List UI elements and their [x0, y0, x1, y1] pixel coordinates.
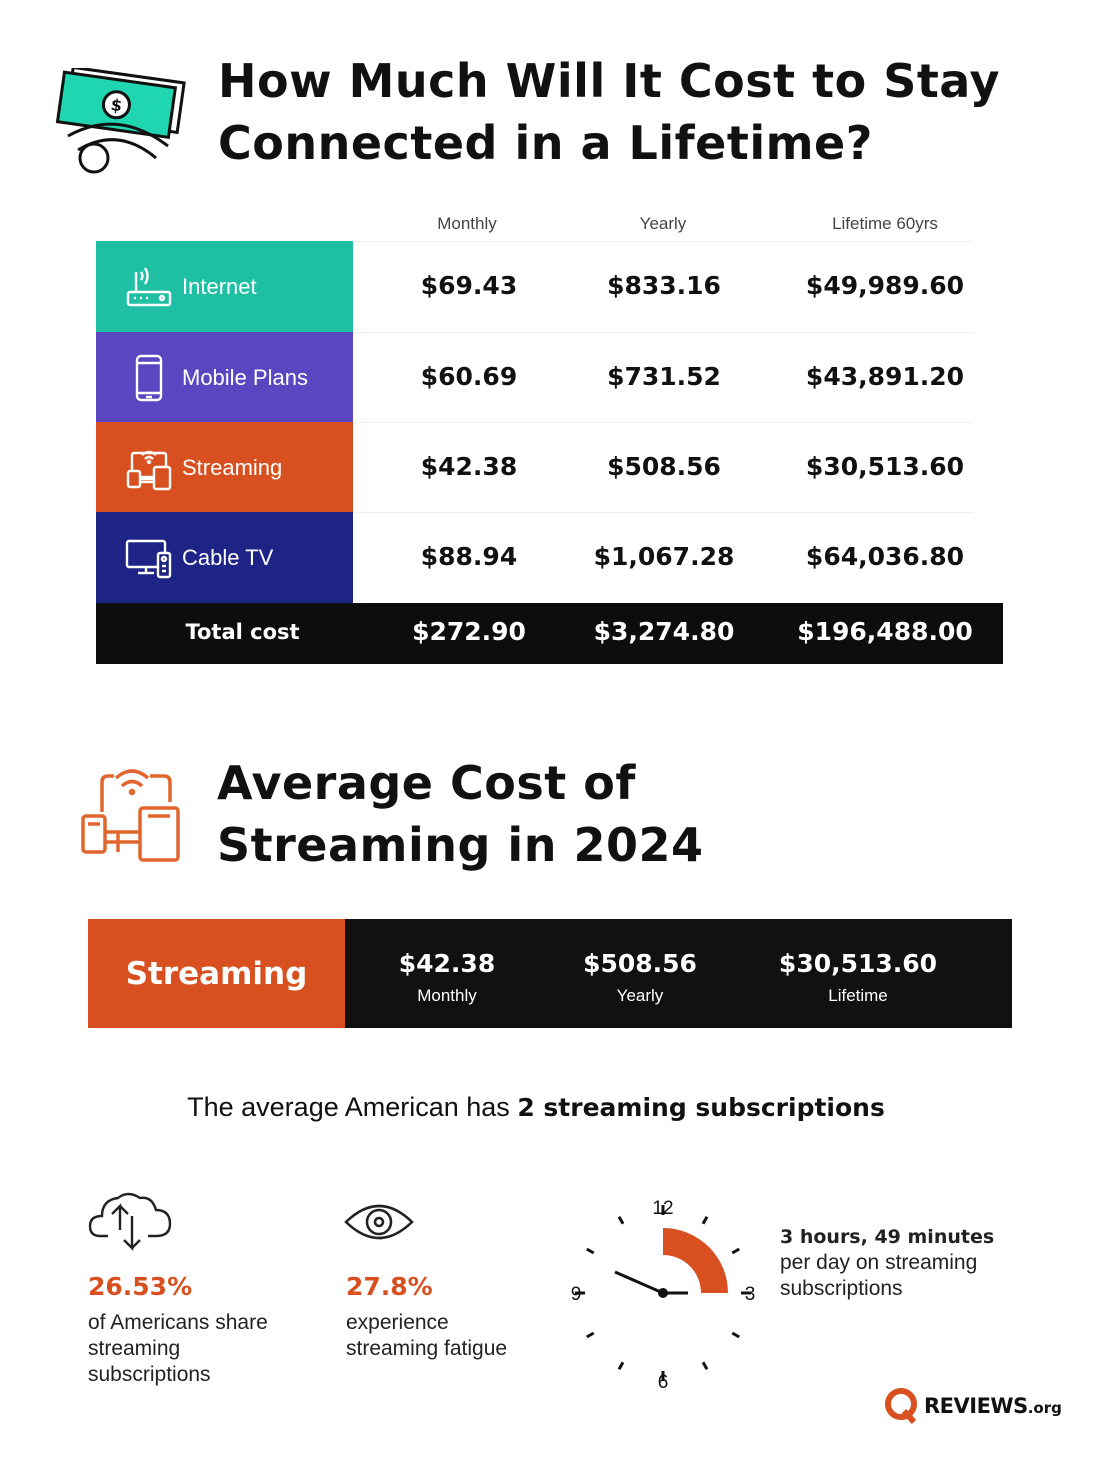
stat-fatigue-line2: streaming fatigue — [346, 1337, 508, 1360]
row-label-internet: Internet — [96, 241, 353, 332]
smartphone-icon — [124, 353, 174, 403]
clock-num-12: 12 — [652, 1198, 673, 1219]
column-header-monthly: Monthly — [437, 214, 497, 233]
total-yearly: $3,274.80 — [593, 617, 735, 646]
reviews-q-icon — [885, 1388, 917, 1425]
column-header-yearly: Yearly — [639, 214, 687, 233]
stat-share-line2: streaming — [88, 1337, 181, 1360]
streaming-lifetime-value: $30,513.60 — [778, 949, 938, 978]
brand-suffix: .org — [1027, 1399, 1062, 1417]
clock-num-6: 6 — [658, 1372, 669, 1393]
clock-stat-text: 3 hours, 49 minutes per day on streaming… — [780, 1224, 994, 1302]
router-icon — [124, 262, 174, 312]
clock-num-3: 3 — [745, 1284, 756, 1305]
cloud-share-icon — [86, 1186, 176, 1266]
row-label-text: Streaming — [182, 454, 283, 480]
row-label-text: Cable TV — [182, 544, 274, 570]
stat-fatigue-pct: 27.8% — [346, 1272, 433, 1301]
eye-icon — [342, 1196, 416, 1248]
mobile-yearly: $731.52 — [607, 362, 721, 391]
streaming-label-block: Streaming — [88, 919, 345, 1028]
stat-share-pct: 26.53% — [88, 1272, 193, 1301]
streaming-devices-icon — [124, 443, 174, 493]
streaming-monthly-value: $42.38 — [398, 949, 496, 978]
column-header-lifetime: Lifetime 60yrs — [832, 214, 938, 233]
row-label-cable-tv: Cable TV — [96, 512, 353, 603]
streaming-monthly: $42.38 — [420, 452, 518, 481]
streaming-lifetime-caption: Lifetime — [828, 986, 888, 1005]
stat-share-line1: of Americans share — [88, 1311, 268, 1334]
mobile-monthly: $60.69 — [420, 362, 518, 391]
streaming-yearly-value: $508.56 — [583, 949, 697, 978]
brand-name: REVIEWS — [924, 1394, 1028, 1418]
section1-title-line1: How Much Will It Cost to Stay — [218, 54, 1000, 108]
stat-fatigue-text: experience streaming fatigue — [346, 1310, 507, 1362]
subscriptions-sentence: The average American has 2 streaming sub… — [0, 1092, 1072, 1123]
row-label-mobile-plans: Mobile Plans — [96, 332, 353, 423]
money-wifi-icon: $ — [48, 65, 188, 178]
clock-tick — [731, 1247, 740, 1255]
section2-title-line2: Streaming in 2024 — [217, 818, 704, 872]
total-label: Total cost — [185, 620, 300, 644]
clock-tick — [586, 1247, 595, 1255]
total-monthly: $272.90 — [412, 617, 526, 646]
internet-monthly: $69.43 — [420, 271, 518, 300]
tv-remote-icon — [124, 533, 174, 583]
cable-yearly: $1,067.28 — [593, 542, 735, 571]
clock-stat-line2: per day on streaming — [780, 1251, 978, 1274]
section2-title-line1: Average Cost of — [217, 756, 636, 810]
streaming-monthly-caption: Monthly — [417, 986, 477, 1005]
sentence-bold: 2 streaming subscriptions — [517, 1093, 885, 1122]
sentence-prefix: The average American has — [187, 1092, 518, 1122]
streaming-yearly: $508.56 — [607, 452, 721, 481]
clock-tick — [701, 1361, 709, 1370]
row-label-text: Mobile Plans — [182, 364, 308, 390]
mobile-lifetime: $43,891.20 — [805, 362, 965, 391]
clock-tick — [586, 1331, 595, 1339]
svg-text:$: $ — [110, 95, 124, 115]
clock-tick — [617, 1216, 625, 1225]
clock-tick — [731, 1331, 740, 1339]
total-lifetime: $196,488.00 — [797, 617, 973, 646]
clock-tick — [701, 1216, 709, 1225]
clock-hour-hand — [614, 1270, 664, 1295]
stat-share-line3: subscriptions — [88, 1363, 211, 1386]
streaming-label: Streaming — [125, 955, 308, 992]
cable-lifetime: $64,036.80 — [805, 542, 965, 571]
streaming-lifetime: $30,513.60 — [805, 452, 965, 481]
total-row — [96, 603, 1003, 664]
internet-lifetime: $49,989.60 — [805, 271, 965, 300]
clock-icon: 12 3 6 9 — [560, 1190, 766, 1396]
row-label-text: Internet — [182, 273, 257, 299]
stat-fatigue-line1: experience — [346, 1311, 449, 1334]
clock-num-9: 9 — [571, 1284, 582, 1305]
clock-stat-line3: subscriptions — [780, 1277, 903, 1300]
cable-monthly: $88.94 — [420, 542, 518, 571]
stat-share-text: of Americans share streaming subscriptio… — [88, 1310, 268, 1388]
section1-title-line2: Connected in a Lifetime? — [218, 116, 873, 170]
clock-filled-quarter — [663, 1228, 728, 1293]
clock-center — [658, 1288, 668, 1298]
reviews-org-logo: REVIEWS .org — [884, 1386, 1062, 1426]
row-label-streaming: Streaming — [96, 422, 353, 513]
streaming-devices-icon — [78, 762, 188, 866]
clock-tick — [617, 1361, 625, 1370]
internet-yearly: $833.16 — [607, 271, 721, 300]
clock-stat-bold: 3 hours, 49 minutes — [780, 1226, 995, 1248]
streaming-yearly-caption: Yearly — [616, 986, 664, 1005]
